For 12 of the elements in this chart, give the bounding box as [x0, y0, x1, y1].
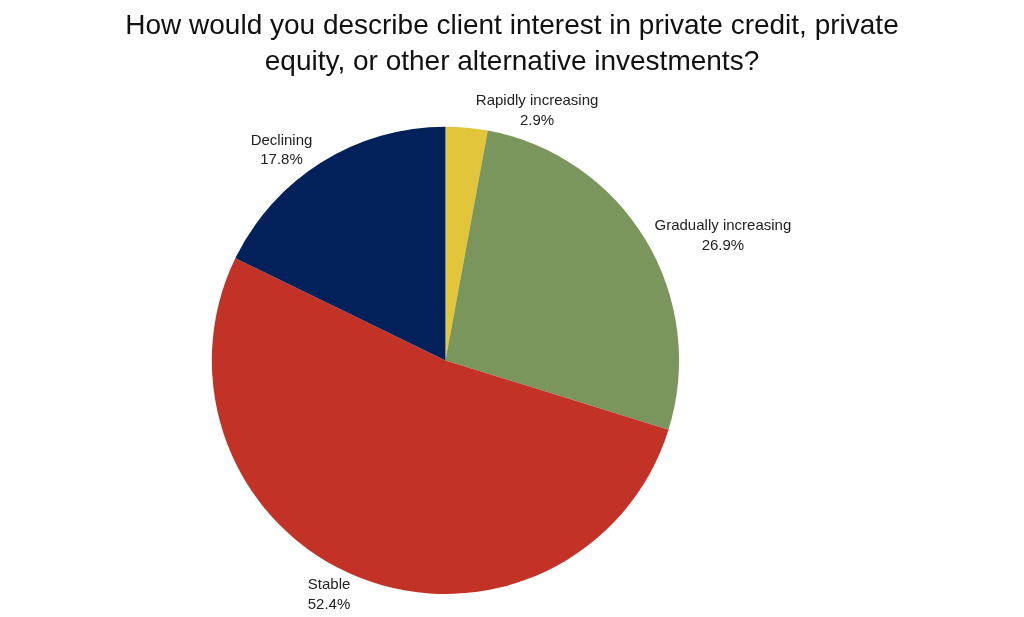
slice-label: Declining	[250, 130, 313, 148]
slice-label: Rapidly increasing	[475, 91, 599, 109]
pie-slice	[212, 258, 669, 594]
slice-label: Gradually increasing	[654, 216, 792, 234]
data-label: 17.8%	[260, 150, 303, 168]
data-label: 52.4%	[307, 594, 351, 612]
data-label: 26.9%	[701, 235, 745, 253]
chart-title: How would you describe client interest in private credit, private equity, or other alternative investments?	[125, 8, 899, 77]
data-label: 2.9%	[520, 110, 555, 128]
pie-slice	[445, 126, 488, 361]
slice-label: Stable	[307, 575, 351, 593]
pie-slice	[235, 126, 446, 361]
